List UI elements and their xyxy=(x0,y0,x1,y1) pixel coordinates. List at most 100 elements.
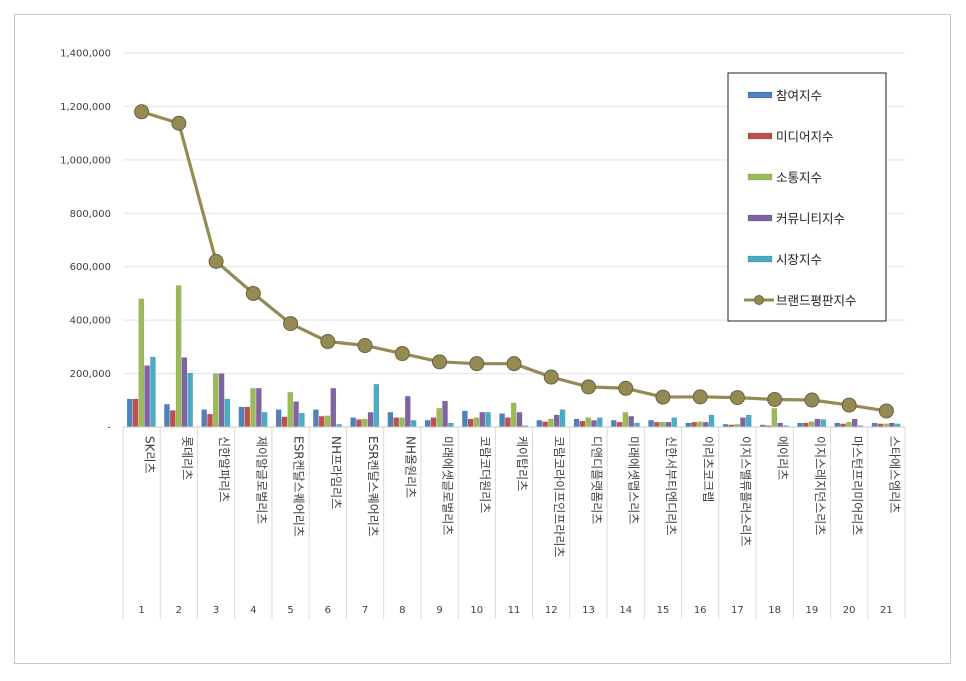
bar-4-cat-9 xyxy=(442,400,448,428)
bar-5-cat-1 xyxy=(150,356,156,428)
bar-2-cat-5 xyxy=(281,416,288,428)
rank-label: 18 xyxy=(768,605,781,616)
y-tick-label: 800,000 xyxy=(70,209,111,220)
bar-2-cat-16 xyxy=(691,421,697,428)
bar-2-cat-9 xyxy=(430,417,437,428)
bar-3-cat-4 xyxy=(250,388,256,428)
legend-label: 시장지수 xyxy=(776,252,822,267)
bar-4-cat-6 xyxy=(330,388,337,428)
category-label: 스타에스엠리츠 xyxy=(887,436,901,513)
rank-label: 8 xyxy=(399,605,405,616)
reputation-point-9 xyxy=(432,354,448,370)
y-tick-label: 1,200,000 xyxy=(60,102,111,113)
y-tick-label: 600,000 xyxy=(70,262,111,273)
bar-2-cat-2 xyxy=(169,410,176,428)
category-label: 에이리츠 xyxy=(776,436,790,480)
bar-3-cat-12 xyxy=(548,418,554,428)
bar-1-cat-4 xyxy=(238,406,245,428)
category-label: SK리츠 xyxy=(143,436,157,474)
bar-1-cat-2 xyxy=(164,404,170,428)
bar-1-cat-16 xyxy=(685,422,692,428)
bar-2-cat-1 xyxy=(132,398,139,428)
bar-3-cat-15 xyxy=(659,421,666,428)
bar-1-cat-13 xyxy=(573,418,580,428)
rank-label: 17 xyxy=(731,605,744,616)
bar-1-cat-7 xyxy=(350,417,356,428)
category-label: NH프라임리츠 xyxy=(329,436,343,509)
bar-4-cat-17 xyxy=(740,417,746,428)
rank-label: 6 xyxy=(325,605,331,616)
category-label: 이지스레지던스리츠 xyxy=(813,436,827,535)
bar-1-cat-15 xyxy=(648,420,654,428)
bar-5-cat-3 xyxy=(224,398,231,428)
bar-3-cat-5 xyxy=(287,392,294,428)
category-label: 이리츠코크렙 xyxy=(701,436,715,502)
bar-3-cat-1 xyxy=(138,298,145,428)
bar-3-cat-2 xyxy=(175,285,182,428)
bar-2-cat-11 xyxy=(505,417,511,428)
rank-label: 5 xyxy=(287,605,293,616)
category-label: 신한서부티엔디리츠 xyxy=(664,436,678,535)
bar-3-cat-10 xyxy=(473,417,480,428)
bar-1-cat-14 xyxy=(611,420,617,428)
reputation-point-8 xyxy=(394,346,410,362)
bar-4-cat-15 xyxy=(665,421,672,428)
bar-3-cat-9 xyxy=(436,408,443,428)
bar-1-cat-10 xyxy=(462,410,468,428)
rank-label: 21 xyxy=(880,605,893,616)
reputation-point-12 xyxy=(543,369,559,385)
reputation-point-5 xyxy=(283,316,299,332)
reputation-point-14 xyxy=(618,380,634,396)
reputation-point-1 xyxy=(134,104,150,120)
rank-label: 10 xyxy=(470,605,483,616)
bar-2-cat-14 xyxy=(616,421,623,428)
bars-layer xyxy=(126,285,901,428)
rank-label: 12 xyxy=(545,605,558,616)
bar-3-cat-14 xyxy=(622,412,629,428)
y-tick-label: 1,000,000 xyxy=(60,155,111,166)
category-label: 케이탑리츠 xyxy=(515,436,529,491)
bar-5-cat-19 xyxy=(820,419,827,428)
bar-2-cat-19 xyxy=(803,422,809,428)
legend-label: 커뮤니티지수 xyxy=(776,211,845,226)
reputation-point-10 xyxy=(469,356,485,372)
bar-2-cat-3 xyxy=(207,413,213,428)
category-label: 디앤디플랫폼리츠 xyxy=(589,436,603,524)
y-tick-label: - xyxy=(107,423,111,434)
bar-2-cat-8 xyxy=(393,417,399,428)
reputation-point-13 xyxy=(580,379,596,395)
legend-swatch xyxy=(747,214,773,222)
y-tick-label: 400,000 xyxy=(70,316,111,327)
bar-4-cat-16 xyxy=(702,421,709,428)
reputation-point-19 xyxy=(804,392,820,408)
reputation-point-3 xyxy=(208,253,224,269)
category-label: ESR켄달스퀘어리츠 xyxy=(292,436,306,537)
bar-1-cat-8 xyxy=(387,412,394,428)
category-label: NH올원리츠 xyxy=(403,436,417,498)
bar-4-cat-13 xyxy=(591,420,597,428)
rank-label: 11 xyxy=(508,605,521,616)
rank-label: 15 xyxy=(657,605,670,616)
legend-label: 미디어지수 xyxy=(776,129,834,144)
bar-5-cat-2 xyxy=(187,372,193,428)
bar-5-cat-4 xyxy=(261,412,268,428)
reputation-point-4 xyxy=(245,285,261,301)
bar-3-cat-18 xyxy=(771,408,778,428)
bar-2-cat-10 xyxy=(467,418,474,428)
bar-4-cat-8 xyxy=(404,396,411,428)
gridlines xyxy=(123,52,905,375)
y-tick-label: 1,400,000 xyxy=(60,49,111,60)
bar-5-cat-13 xyxy=(596,417,603,428)
category-label: 코람코더원리츠 xyxy=(478,436,492,513)
legend-box xyxy=(727,72,887,322)
reputation-point-2 xyxy=(171,115,187,131)
bar-4-cat-10 xyxy=(479,412,486,428)
bar-5-cat-12 xyxy=(559,409,566,428)
rank-label: 9 xyxy=(436,605,442,616)
bar-1-cat-19 xyxy=(797,422,803,428)
bar-1-cat-3 xyxy=(201,409,207,428)
bar-1-cat-6 xyxy=(313,409,319,428)
rank-label: 1 xyxy=(138,605,144,616)
rank-label: 3 xyxy=(213,605,219,616)
